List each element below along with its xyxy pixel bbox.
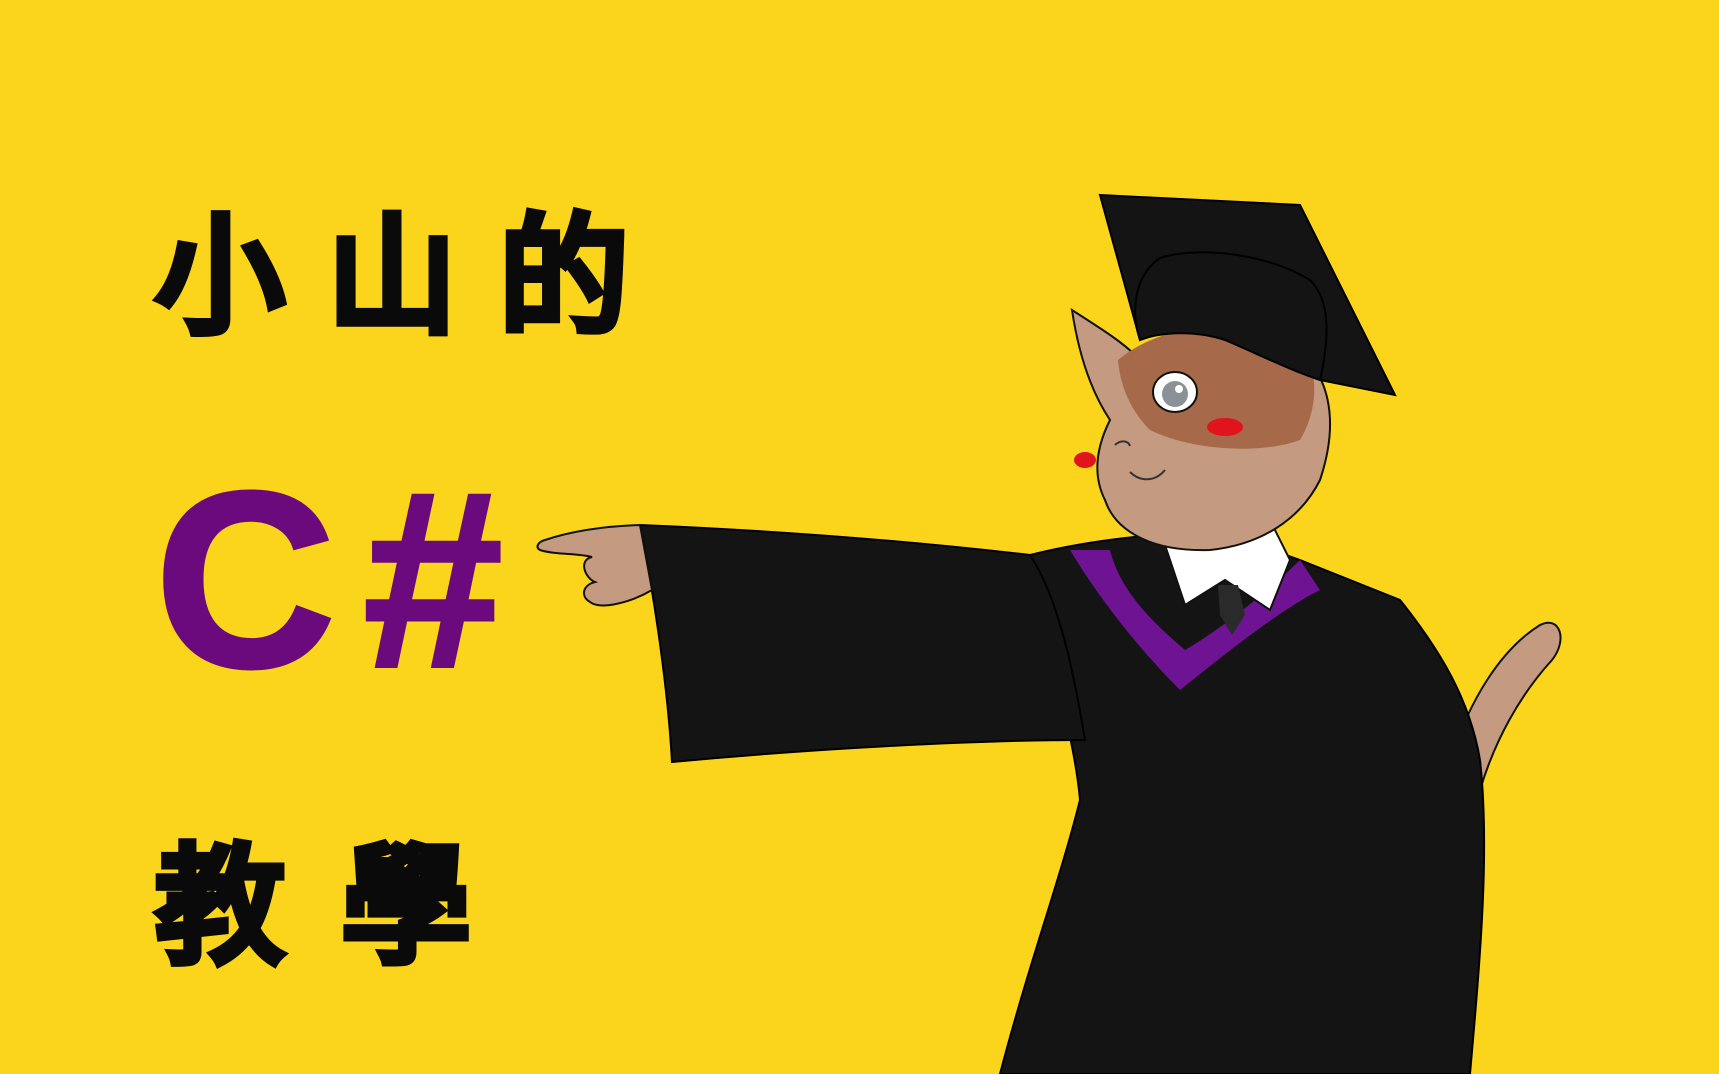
title-line-language: C#	[153, 440, 531, 719]
title-line-3: 教學	[152, 831, 528, 983]
gown-sleeve	[638, 523, 1087, 764]
pointing-hand-icon	[536, 523, 654, 607]
stole	[1070, 550, 1320, 690]
mortarboard-cap-icon	[1098, 193, 1397, 397]
necktie-icon	[1218, 585, 1245, 635]
title-line-1: 小山的	[152, 201, 672, 353]
